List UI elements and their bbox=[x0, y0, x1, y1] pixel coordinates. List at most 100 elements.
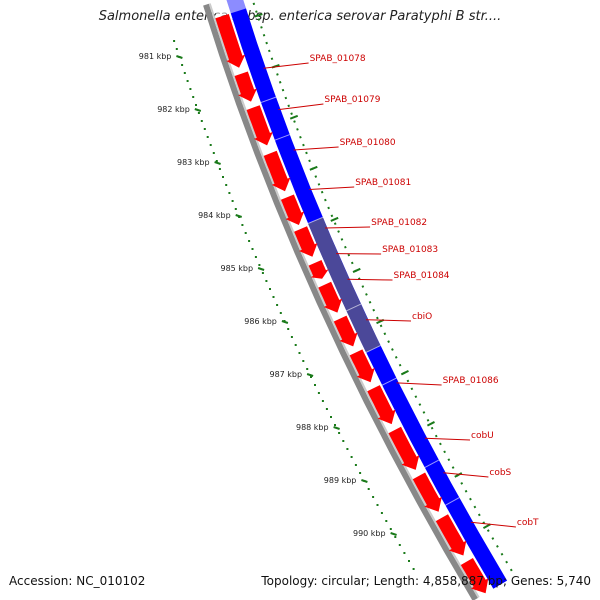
scale-dot-right bbox=[365, 293, 368, 296]
forward-gene-arrow bbox=[308, 260, 329, 279]
forward-gene-arrow bbox=[215, 14, 246, 68]
gene-leader-line bbox=[309, 186, 355, 190]
scale-dot-right bbox=[418, 403, 422, 406]
gene-label: SPAB_01080 bbox=[340, 138, 396, 148]
forward-gene-arrow bbox=[333, 315, 358, 347]
gene-leader-line bbox=[396, 382, 442, 386]
scale-dot-right bbox=[308, 159, 311, 163]
scale-dot-right bbox=[270, 57, 274, 61]
forward-gene-arrow bbox=[435, 514, 467, 556]
gene-label: cbiO bbox=[412, 312, 432, 322]
kbp-major-tick bbox=[390, 532, 397, 536]
scale-dot-right bbox=[281, 88, 285, 92]
gene-leader-line bbox=[443, 472, 489, 478]
scale-dot-right bbox=[287, 104, 290, 108]
scale-dot-right bbox=[398, 363, 402, 367]
scale-dot-right bbox=[434, 434, 438, 438]
gene-label: SPAB_01081 bbox=[355, 178, 411, 188]
scale-dot-right bbox=[268, 49, 271, 53]
reverse-highlight-segment bbox=[308, 217, 381, 353]
kbp-tick-label: 988 kbp bbox=[296, 423, 329, 432]
scale-dot-left bbox=[234, 208, 237, 210]
scale-dot-left bbox=[376, 504, 379, 506]
topology-label: Topology: circular; Length: 4,858,887 bp… bbox=[261, 574, 591, 588]
scale-dot-left bbox=[276, 304, 279, 306]
scale-dot-right bbox=[426, 418, 430, 422]
scale-tick-right bbox=[309, 165, 318, 171]
reverse-gene-separator bbox=[346, 303, 362, 312]
scale-dot-right bbox=[337, 230, 340, 233]
scale-dot-right bbox=[447, 458, 451, 462]
scale-dot-left bbox=[195, 104, 197, 106]
scale-dot-right bbox=[284, 96, 288, 100]
scale-dot-left bbox=[197, 112, 200, 114]
scale-dot-left bbox=[354, 464, 357, 466]
scale-dot-left bbox=[189, 88, 192, 90]
scale-dot-left bbox=[209, 144, 212, 146]
scale-dot-left bbox=[367, 488, 370, 490]
scale-dot-right bbox=[330, 214, 334, 218]
scale-dot-left bbox=[294, 344, 297, 346]
scale-dot-left bbox=[200, 120, 203, 122]
scale-dot-right bbox=[406, 379, 410, 383]
scale-dot-right bbox=[257, 18, 261, 21]
gene-label: cobS bbox=[489, 468, 511, 478]
scale-dot-right bbox=[344, 245, 347, 249]
scale-tick-right bbox=[426, 421, 435, 427]
scale-dot-left bbox=[269, 288, 271, 290]
forward-gene-arrow bbox=[294, 226, 318, 257]
kbp-major-tick bbox=[306, 373, 314, 377]
kbp-tick-label: 984 kbp bbox=[198, 211, 231, 220]
scale-dot-left bbox=[325, 408, 328, 410]
scale-dot-right bbox=[372, 308, 376, 312]
scale-dot-right bbox=[443, 450, 446, 454]
scale-right bbox=[252, 2, 513, 572]
kbp-tick-label: 989 kbp bbox=[324, 476, 357, 485]
scale-dot-left bbox=[359, 472, 362, 474]
kbp-major-tick bbox=[214, 161, 221, 165]
reverse-strand-track bbox=[212, 0, 508, 589]
gene-leader-line bbox=[325, 226, 371, 229]
scale-dot-left bbox=[342, 440, 345, 442]
scale-dot-right bbox=[451, 466, 455, 469]
scale-dot-right bbox=[333, 222, 337, 225]
gene-label: SPAB_01079 bbox=[324, 95, 380, 105]
scale-dot-right bbox=[379, 324, 383, 328]
scale-dot-left bbox=[346, 448, 349, 450]
forward-strand-track bbox=[215, 14, 489, 594]
accession-label: Accession: NC_010102 bbox=[9, 574, 146, 588]
scale-dot-left bbox=[298, 352, 301, 354]
scale-dot-left bbox=[306, 368, 309, 370]
scale-dot-left bbox=[254, 256, 257, 258]
reverse-gene-separator bbox=[445, 497, 460, 506]
scale-dot-right bbox=[469, 497, 472, 501]
gene-leader-line bbox=[347, 278, 393, 281]
forward-gene-arrow bbox=[263, 150, 291, 192]
scale-dot-left bbox=[385, 520, 388, 522]
scale-dot-left bbox=[222, 176, 224, 178]
forward-gene-arrow bbox=[367, 385, 396, 425]
gene-labels: SPAB_01078 SPAB_01079 SPAB_01080 SPAB_01081… bbox=[263, 54, 539, 528]
scale-dot-left bbox=[265, 280, 268, 282]
scale-dot-left bbox=[251, 248, 254, 250]
scale-dot-right bbox=[357, 277, 361, 281]
forward-gene-arrow bbox=[246, 105, 273, 146]
scale-dot-left bbox=[258, 264, 261, 266]
scale-dot-right bbox=[387, 340, 390, 343]
scale-dot-right bbox=[439, 442, 442, 446]
scale-dot-left bbox=[241, 224, 244, 226]
scale-tick-right bbox=[454, 472, 463, 478]
forward-gene-arrow bbox=[388, 426, 420, 470]
scale-dot-right bbox=[320, 190, 324, 194]
gene-label: cobT bbox=[517, 518, 539, 528]
scale-dot-right bbox=[491, 537, 495, 540]
scale-dot-right bbox=[290, 112, 293, 115]
reverse-gene-separator bbox=[260, 96, 277, 104]
gene-leader-line bbox=[263, 62, 309, 69]
scale-dot-right bbox=[252, 2, 256, 6]
scale-dot-left bbox=[317, 392, 320, 394]
kbp-tick-label: 985 kbp bbox=[220, 264, 253, 273]
scale-dot-left bbox=[394, 536, 397, 538]
scale-tick-right bbox=[330, 216, 339, 222]
reverse-gene-separator bbox=[424, 459, 440, 469]
